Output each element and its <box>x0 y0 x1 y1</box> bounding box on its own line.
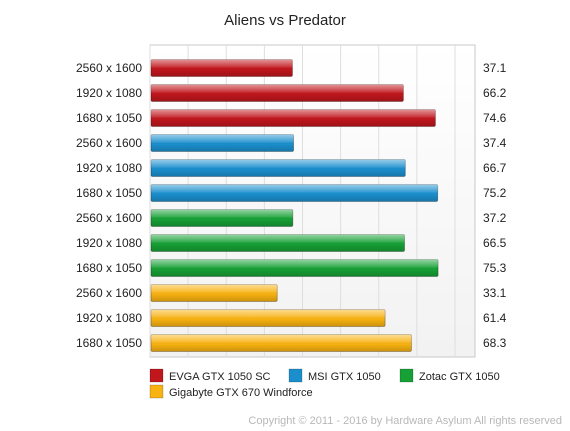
bar-shine <box>151 84 404 102</box>
bar-shine <box>151 334 412 352</box>
category-label: 1920 x 1080 <box>76 86 142 100</box>
bar-shine <box>151 159 406 177</box>
bar-shine <box>151 184 438 202</box>
value-label: 66.7 <box>483 161 507 175</box>
value-label: 66.2 <box>483 86 507 100</box>
chart-title: Aliens vs Predator <box>224 12 346 29</box>
value-label: 61.4 <box>483 311 507 325</box>
value-label: 37.1 <box>483 61 507 75</box>
category-label: 1680 x 1050 <box>76 336 142 350</box>
value-label: 68.3 <box>483 336 507 350</box>
bar-shine <box>151 209 293 227</box>
legend-label: Gigabyte GTX 670 Windforce <box>169 387 313 399</box>
category-label: 2560 x 1600 <box>76 61 142 75</box>
value-label: 75.2 <box>483 186 507 200</box>
value-label: 66.5 <box>483 236 507 250</box>
category-label: 1680 x 1050 <box>76 186 142 200</box>
legend: EVGA GTX 1050 SC MSI GTX 1050 Zotac GTX 10… <box>149 368 500 399</box>
legend-label: Zotac GTX 1050 <box>419 371 500 383</box>
value-label: 37.2 <box>483 211 507 225</box>
legend-swatch <box>288 368 303 383</box>
legend-label: EVGA GTX 1050 SC <box>169 371 271 383</box>
category-label: 1920 x 1080 <box>76 236 142 250</box>
bars <box>150 59 439 352</box>
legend-swatch <box>149 368 164 383</box>
category-label: 1920 x 1080 <box>76 311 142 325</box>
bar-shine <box>151 59 293 77</box>
category-labels: 2560 x 1600 1920 x 1080 1680 x 1050 2560 x … <box>76 61 142 350</box>
legend-swatch <box>399 368 414 383</box>
value-label: 74.6 <box>483 111 507 125</box>
bar-shine <box>151 109 436 127</box>
value-labels: 37.1 66.2 74.6 37.4 66.7 75.2 37.2 66.5 75.3 33.1… <box>483 61 507 350</box>
bar-shine <box>151 134 294 152</box>
bar-shine <box>151 284 278 302</box>
value-label: 33.1 <box>483 286 507 300</box>
bar-shine <box>151 309 386 327</box>
category-label: 1680 x 1050 <box>76 111 142 125</box>
category-label: 2560 x 1600 <box>76 211 142 225</box>
value-label: 37.4 <box>483 136 507 150</box>
bar-shine <box>151 259 439 277</box>
category-label: 1920 x 1080 <box>76 161 142 175</box>
bar-shine <box>151 234 405 252</box>
category-label: 2560 x 1600 <box>76 286 142 300</box>
category-label: 1680 x 1050 <box>76 261 142 275</box>
legend-label: MSI GTX 1050 <box>308 371 381 383</box>
category-label: 2560 x 1600 <box>76 136 142 150</box>
copyright-notice: Copyright © 2011 - 2016 by Hardware Asyl… <box>248 415 562 427</box>
value-label: 75.3 <box>483 261 507 275</box>
legend-swatch <box>149 384 164 399</box>
